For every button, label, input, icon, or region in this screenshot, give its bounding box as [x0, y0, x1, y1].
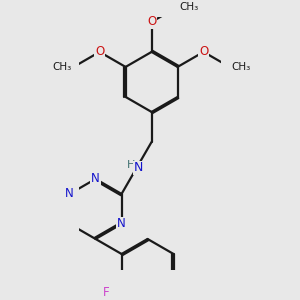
Text: O: O — [95, 45, 104, 58]
Text: N: N — [65, 188, 74, 200]
Text: O: O — [147, 15, 156, 28]
Text: N: N — [91, 172, 100, 185]
Text: H: H — [127, 160, 136, 170]
Text: CH₃: CH₃ — [231, 62, 250, 72]
Text: N: N — [117, 218, 126, 230]
Text: F: F — [103, 286, 110, 299]
Text: CH₃: CH₃ — [179, 2, 198, 12]
Text: CH₃: CH₃ — [53, 62, 72, 72]
Text: N: N — [134, 161, 143, 175]
Text: O: O — [199, 45, 208, 58]
